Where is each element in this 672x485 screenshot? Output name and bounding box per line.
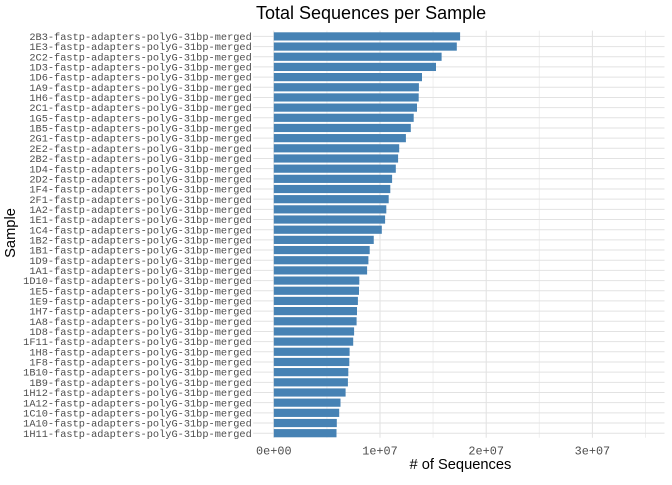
svg-text:1C4-fastp-adapters-polyG-31bp-: 1C4-fastp-adapters-polyG-31bp-merged: [29, 225, 251, 237]
svg-text:2C2-fastp-adapters-polyG-31bp-: 2C2-fastp-adapters-polyG-31bp-merged: [29, 52, 251, 64]
svg-text:# of Sequences: # of Sequences: [409, 457, 511, 473]
svg-text:1A12-fastp-adapters-polyG-31bp: 1A12-fastp-adapters-polyG-31bp-merged: [23, 398, 252, 410]
svg-text:1H8-fastp-adapters-polyG-31bp-: 1H8-fastp-adapters-polyG-31bp-merged: [29, 347, 251, 359]
svg-text:1H11-fastp-adapters-polyG-31bp: 1H11-fastp-adapters-polyG-31bp-merged: [23, 429, 252, 441]
svg-text:Total Sequences per Sample: Total Sequences per Sample: [256, 3, 486, 23]
svg-text:1G5-fastp-adapters-polyG-31bp-: 1G5-fastp-adapters-polyG-31bp-merged: [29, 113, 251, 125]
svg-text:2E2-fastp-adapters-polyG-31bp-: 2E2-fastp-adapters-polyG-31bp-merged: [29, 144, 251, 156]
svg-text:1D3-fastp-adapters-polyG-31bp-: 1D3-fastp-adapters-polyG-31bp-merged: [29, 63, 251, 75]
svg-text:2e+07: 2e+07: [468, 444, 504, 458]
svg-text:1e+07: 1e+07: [362, 444, 398, 458]
svg-text:1B10-fastp-adapters-polyG-31bp: 1B10-fastp-adapters-polyG-31bp-merged: [23, 368, 252, 380]
svg-text:1A8-fastp-adapters-polyG-31bp-: 1A8-fastp-adapters-polyG-31bp-merged: [29, 317, 251, 329]
svg-text:1E9-fastp-adapters-polyG-31bp-: 1E9-fastp-adapters-polyG-31bp-merged: [29, 297, 251, 309]
svg-text:2B3-fastp-adapters-polyG-31bp-: 2B3-fastp-adapters-polyG-31bp-merged: [29, 32, 251, 44]
svg-text:1H6-fastp-adapters-polyG-31bp-: 1H6-fastp-adapters-polyG-31bp-merged: [29, 93, 251, 105]
svg-text:1D4-fastp-adapters-polyG-31bp-: 1D4-fastp-adapters-polyG-31bp-merged: [29, 164, 251, 176]
svg-text:1C10-fastp-adapters-polyG-31bp: 1C10-fastp-adapters-polyG-31bp-merged: [23, 408, 252, 420]
svg-text:1D8-fastp-adapters-polyG-31bp-: 1D8-fastp-adapters-polyG-31bp-merged: [29, 327, 251, 339]
svg-text:2F1-fastp-adapters-polyG-31bp-: 2F1-fastp-adapters-polyG-31bp-merged: [29, 195, 251, 207]
svg-text:1A1-fastp-adapters-polyG-31bp-: 1A1-fastp-adapters-polyG-31bp-merged: [29, 266, 251, 278]
svg-text:2D2-fastp-adapters-polyG-31bp-: 2D2-fastp-adapters-polyG-31bp-merged: [29, 174, 251, 186]
svg-text:1D10-fastp-adapters-polyG-31bp: 1D10-fastp-adapters-polyG-31bp-merged: [23, 276, 252, 288]
svg-text:1D6-fastp-adapters-polyG-31bp-: 1D6-fastp-adapters-polyG-31bp-merged: [29, 73, 251, 85]
svg-text:1F11-fastp-adapters-polyG-31bp: 1F11-fastp-adapters-polyG-31bp-merged: [23, 337, 252, 349]
svg-text:1A10-fastp-adapters-polyG-31bp: 1A10-fastp-adapters-polyG-31bp-merged: [23, 419, 252, 431]
svg-text:1B2-fastp-adapters-polyG-31bp-: 1B2-fastp-adapters-polyG-31bp-merged: [29, 235, 251, 247]
svg-text:2B2-fastp-adapters-polyG-31bp-: 2B2-fastp-adapters-polyG-31bp-merged: [29, 154, 251, 166]
svg-text:1B5-fastp-adapters-polyG-31bp-: 1B5-fastp-adapters-polyG-31bp-merged: [29, 124, 251, 136]
svg-text:1A2-fastp-adapters-polyG-31bp-: 1A2-fastp-adapters-polyG-31bp-merged: [29, 205, 251, 217]
svg-text:1D9-fastp-adapters-polyG-31bp-: 1D9-fastp-adapters-polyG-31bp-merged: [29, 256, 251, 268]
svg-text:2C1-fastp-adapters-polyG-31bp-: 2C1-fastp-adapters-polyG-31bp-merged: [29, 103, 251, 115]
svg-text:1H12-fastp-adapters-polyG-31bp: 1H12-fastp-adapters-polyG-31bp-merged: [23, 388, 252, 400]
svg-text:0e+00: 0e+00: [256, 444, 292, 458]
svg-text:1H7-fastp-adapters-polyG-31bp-: 1H7-fastp-adapters-polyG-31bp-merged: [29, 307, 251, 319]
svg-text:2G1-fastp-adapters-polyG-31bp-: 2G1-fastp-adapters-polyG-31bp-merged: [29, 134, 251, 146]
svg-text:1A9-fastp-adapters-polyG-31bp-: 1A9-fastp-adapters-polyG-31bp-merged: [29, 83, 251, 95]
svg-text:1E1-fastp-adapters-polyG-31bp-: 1E1-fastp-adapters-polyG-31bp-merged: [29, 215, 251, 227]
svg-text:1B9-fastp-adapters-polyG-31bp-: 1B9-fastp-adapters-polyG-31bp-merged: [29, 378, 251, 390]
svg-text:3e+07: 3e+07: [575, 444, 611, 458]
svg-text:1F4-fastp-adapters-polyG-31bp-: 1F4-fastp-adapters-polyG-31bp-merged: [29, 185, 251, 197]
svg-text:1B1-fastp-adapters-polyG-31bp-: 1B1-fastp-adapters-polyG-31bp-merged: [29, 246, 251, 258]
svg-text:Sample: Sample: [3, 208, 19, 258]
svg-text:1E5-fastp-adapters-polyG-31bp-: 1E5-fastp-adapters-polyG-31bp-merged: [29, 286, 251, 298]
svg-text:1E3-fastp-adapters-polyG-31bp-: 1E3-fastp-adapters-polyG-31bp-merged: [29, 42, 251, 54]
svg-text:1F8-fastp-adapters-polyG-31bp-: 1F8-fastp-adapters-polyG-31bp-merged: [29, 358, 251, 370]
